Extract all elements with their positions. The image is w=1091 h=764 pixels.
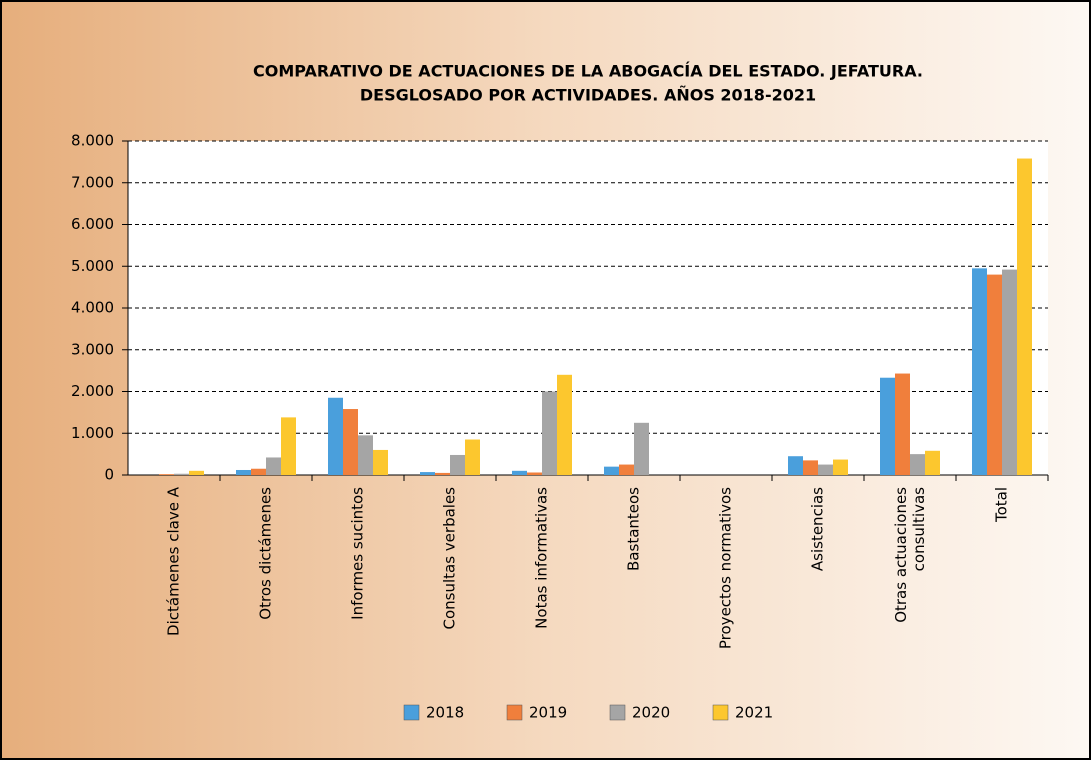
bar: [159, 474, 174, 475]
bar: [512, 470, 527, 475]
bar: [542, 391, 557, 475]
bar: [557, 374, 572, 475]
bar: [328, 397, 343, 475]
y-tick-label: 8.000: [71, 132, 114, 150]
y-tick-label: 3.000: [71, 340, 114, 358]
bar: [604, 466, 619, 475]
y-tick-label: 0: [104, 466, 114, 484]
bar: [925, 450, 940, 475]
x-tick-label: Informes sucintos: [349, 487, 367, 620]
x-tick-label: Proyectos normativos: [717, 487, 735, 649]
x-tick-label: Otros dictámenes: [257, 487, 275, 620]
legend-swatch: [712, 704, 729, 721]
legend-label: 2018: [426, 704, 464, 722]
legend-label: 2019: [529, 704, 567, 722]
bar: [236, 469, 251, 475]
bar: [266, 457, 281, 475]
y-tick-label: 7.000: [71, 173, 114, 191]
bar: [420, 472, 435, 475]
x-tick-label: Asistencias: [809, 487, 827, 571]
bar: [251, 468, 266, 475]
bar: [788, 456, 803, 475]
x-tick-label: Dictámenes clave A: [165, 486, 183, 636]
bar: [803, 460, 818, 475]
chart-title: COMPARATIVO DE ACTUACIONES DE LA ABOGACÍ…: [253, 62, 923, 81]
bar: [972, 268, 987, 475]
x-tick-label: Consultas verbales: [441, 487, 459, 630]
bar: [281, 417, 296, 475]
y-tick-label: 5.000: [71, 257, 114, 275]
bar: [619, 464, 634, 475]
bar: [527, 472, 542, 475]
legend-label: 2020: [632, 704, 670, 722]
legend-label: 2021: [735, 704, 773, 722]
legend-swatch: [506, 704, 523, 721]
bar: [634, 422, 649, 475]
bar: [987, 274, 1002, 475]
bar: [189, 470, 204, 475]
chart-subtitle: DESGLOSADO POR ACTIVIDADES. AÑOS 2018-20…: [360, 86, 816, 105]
bar: [1002, 269, 1017, 475]
bar: [343, 409, 358, 475]
y-tick-label: 4.000: [71, 299, 114, 317]
bar: [450, 454, 465, 475]
bar: [880, 377, 895, 475]
x-tick-label-line: Otras actuaciones: [892, 487, 910, 623]
bar: [1017, 158, 1032, 475]
y-tick-label: 1.000: [71, 424, 114, 442]
bar: [833, 459, 848, 475]
bar: [465, 439, 480, 475]
bar: [895, 373, 910, 475]
bar: [910, 454, 925, 475]
legend-swatch: [609, 704, 626, 721]
bar: [818, 464, 833, 475]
x-tick-label-line: consultivas: [910, 487, 928, 572]
bar: [373, 449, 388, 475]
bar: [435, 472, 450, 475]
bar: [358, 435, 373, 475]
bar: [174, 473, 189, 475]
x-tick-label: Bastanteos: [625, 487, 643, 571]
legend-swatch: [403, 704, 420, 721]
x-tick-label: Notas informativas: [533, 487, 551, 629]
y-tick-label: 6.000: [71, 215, 114, 233]
y-tick-label: 2.000: [71, 382, 114, 400]
x-tick-label: Otras actuacionesconsultivas: [892, 487, 928, 623]
x-tick-label: Total: [993, 487, 1011, 523]
